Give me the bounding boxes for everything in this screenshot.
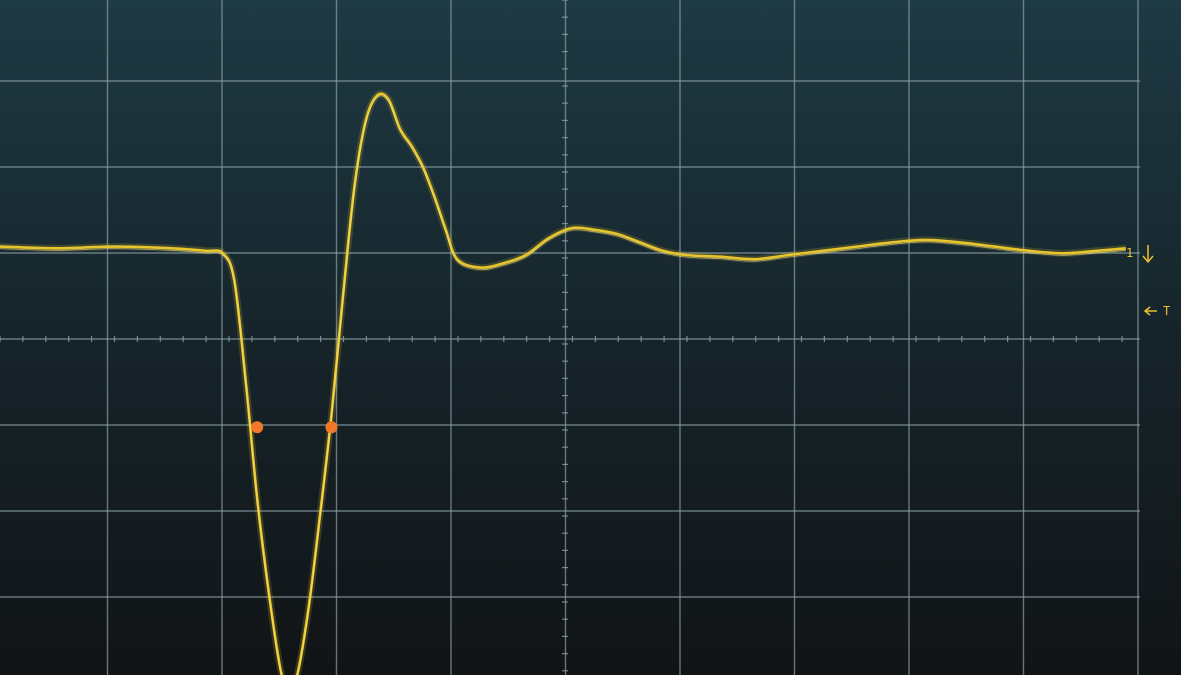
measurement-markers	[251, 421, 338, 434]
trigger-arrow-icon	[1143, 306, 1157, 316]
trigger-label: T	[1163, 304, 1170, 318]
channel-ground-marker: 1	[1126, 245, 1154, 264]
waveform-trace-persistence	[0, 95, 1126, 675]
channel-arrow-icon	[1142, 245, 1154, 264]
waveform-trace-group	[0, 90, 1127, 675]
graticule	[0, 0, 1140, 675]
trigger-level-marker: T	[1143, 304, 1170, 318]
cursor-marker	[251, 421, 264, 434]
cursor-marker	[325, 421, 338, 434]
channel-1-label: 1	[1126, 246, 1133, 260]
